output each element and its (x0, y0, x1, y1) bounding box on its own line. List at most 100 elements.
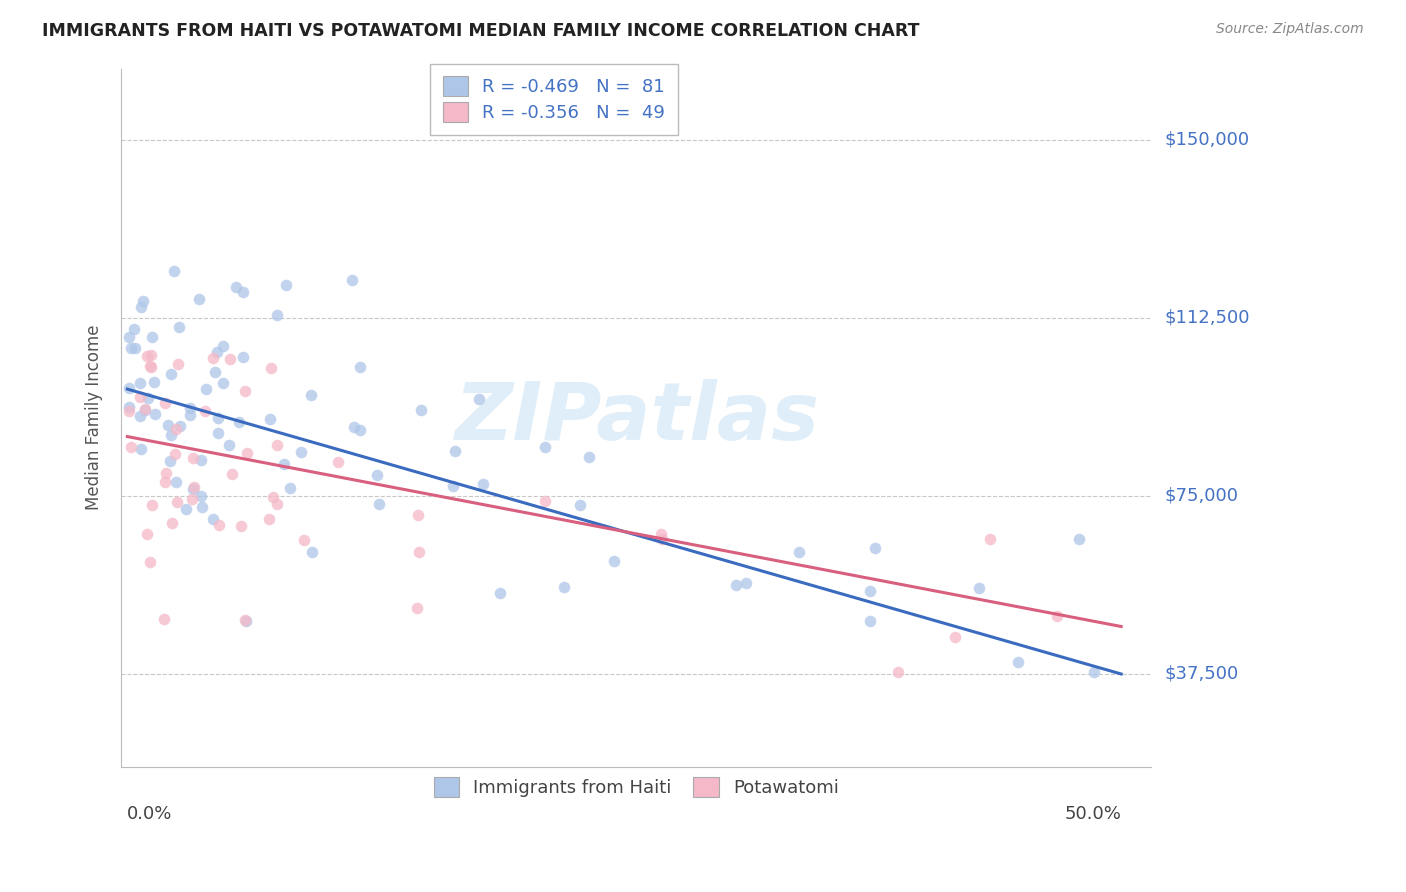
Point (143, 407, 166, 421)
Text: 0.0%: 0.0% (128, 805, 173, 823)
Point (136, 527, 159, 541)
Point (534, 493, 557, 508)
Point (190, 452, 212, 467)
Point (1083, 665, 1105, 679)
Point (578, 450, 600, 465)
Point (273, 457, 295, 471)
Point (174, 502, 197, 516)
Point (120, 441, 142, 455)
Point (266, 497, 288, 511)
Text: ZIPatlas: ZIPatlas (454, 378, 818, 457)
Point (153, 396, 176, 410)
Legend: Immigrants from Haiti, Potawatomi: Immigrants from Haiti, Potawatomi (420, 764, 852, 810)
Point (301, 545, 323, 559)
Point (443, 444, 465, 458)
Point (134, 401, 156, 416)
Point (266, 308, 288, 322)
Point (231, 519, 253, 533)
Point (233, 384, 256, 398)
Point (207, 411, 229, 425)
Y-axis label: Median Family Income: Median Family Income (86, 325, 103, 510)
Point (859, 614, 882, 628)
Point (124, 341, 146, 355)
Point (163, 448, 186, 462)
Point (156, 418, 179, 433)
Point (204, 365, 226, 379)
Point (212, 376, 235, 391)
Point (180, 491, 202, 506)
Point (568, 498, 591, 512)
Point (139, 360, 162, 375)
Point (141, 329, 163, 343)
Point (259, 412, 281, 426)
Point (233, 613, 256, 627)
Point (1007, 655, 1029, 669)
Point (366, 468, 388, 483)
Point (162, 516, 184, 530)
Point (141, 498, 163, 512)
Point (468, 392, 491, 407)
Point (979, 532, 1001, 546)
Point (266, 437, 288, 451)
Point (472, 476, 495, 491)
Point (159, 454, 181, 468)
Point (489, 586, 512, 600)
Point (326, 455, 349, 469)
Text: $37,500: $37,500 (1166, 665, 1239, 683)
Point (132, 293, 155, 308)
Point (411, 402, 433, 417)
Point (139, 359, 162, 373)
Point (194, 382, 217, 396)
Point (169, 419, 191, 434)
Point (212, 338, 235, 352)
Point (349, 359, 371, 374)
Point (129, 391, 152, 405)
Point (118, 381, 141, 395)
Point (787, 544, 810, 558)
Point (118, 329, 141, 343)
Point (533, 440, 555, 454)
Point (943, 631, 966, 645)
Point (259, 511, 281, 525)
Point (349, 423, 371, 437)
Point (166, 495, 188, 509)
Point (181, 482, 204, 496)
Point (160, 428, 183, 442)
Point (602, 554, 624, 568)
Text: 50.0%: 50.0% (1064, 805, 1121, 823)
Point (169, 319, 191, 334)
Point (290, 445, 312, 459)
Point (368, 497, 391, 511)
Point (141, 348, 163, 362)
Point (166, 357, 188, 371)
Text: $75,000: $75,000 (1166, 487, 1239, 505)
Point (236, 446, 259, 460)
Point (165, 422, 187, 436)
Point (553, 581, 575, 595)
Point (208, 517, 231, 532)
Text: Source: ZipAtlas.com: Source: ZipAtlas.com (1216, 22, 1364, 37)
Point (221, 467, 243, 481)
Point (340, 273, 363, 287)
Point (408, 508, 430, 523)
Point (228, 416, 250, 430)
Point (735, 576, 758, 591)
Point (124, 322, 146, 336)
Point (1067, 532, 1090, 546)
Point (129, 300, 152, 314)
Point (225, 280, 247, 294)
Point (886, 665, 908, 679)
Point (235, 614, 257, 628)
Point (408, 545, 430, 559)
Point (181, 451, 204, 466)
Point (142, 375, 165, 389)
Point (165, 475, 187, 490)
Point (190, 489, 212, 503)
Point (183, 480, 205, 494)
Point (120, 341, 142, 355)
Point (190, 500, 212, 514)
Point (967, 581, 990, 595)
Point (153, 475, 176, 490)
Point (278, 481, 301, 495)
Point (405, 600, 427, 615)
